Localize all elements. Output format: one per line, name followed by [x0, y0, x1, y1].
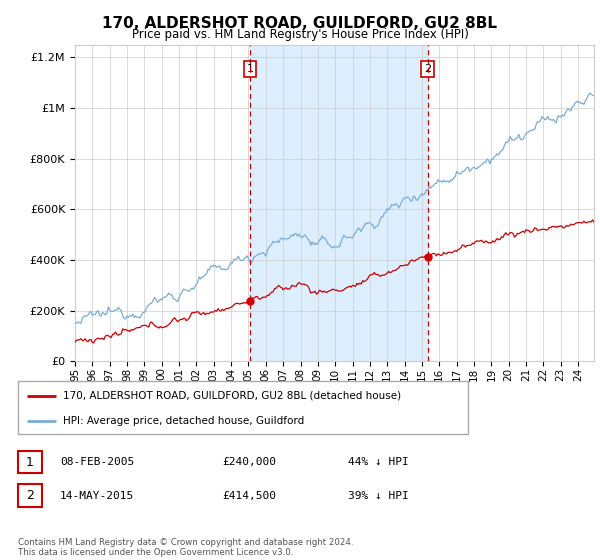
Text: £414,500: £414,500	[222, 491, 276, 501]
Text: 1: 1	[26, 455, 34, 469]
Text: 170, ALDERSHOT ROAD, GUILDFORD, GU2 8BL (detached house): 170, ALDERSHOT ROAD, GUILDFORD, GU2 8BL …	[63, 391, 401, 401]
Text: 39% ↓ HPI: 39% ↓ HPI	[348, 491, 409, 501]
Text: 170, ALDERSHOT ROAD, GUILDFORD, GU2 8BL: 170, ALDERSHOT ROAD, GUILDFORD, GU2 8BL	[103, 16, 497, 31]
Text: £240,000: £240,000	[222, 457, 276, 467]
Text: 08-FEB-2005: 08-FEB-2005	[60, 457, 134, 467]
Text: 14-MAY-2015: 14-MAY-2015	[60, 491, 134, 501]
Text: Contains HM Land Registry data © Crown copyright and database right 2024.
This d: Contains HM Land Registry data © Crown c…	[18, 538, 353, 557]
Text: 2: 2	[424, 64, 431, 74]
Text: 1: 1	[247, 64, 253, 74]
Text: Price paid vs. HM Land Registry's House Price Index (HPI): Price paid vs. HM Land Registry's House …	[131, 28, 469, 41]
FancyBboxPatch shape	[18, 381, 468, 434]
Text: 44% ↓ HPI: 44% ↓ HPI	[348, 457, 409, 467]
Text: 2: 2	[26, 489, 34, 502]
Bar	[250, 45, 428, 361]
Text: HPI: Average price, detached house, Guildford: HPI: Average price, detached house, Guil…	[63, 416, 304, 426]
